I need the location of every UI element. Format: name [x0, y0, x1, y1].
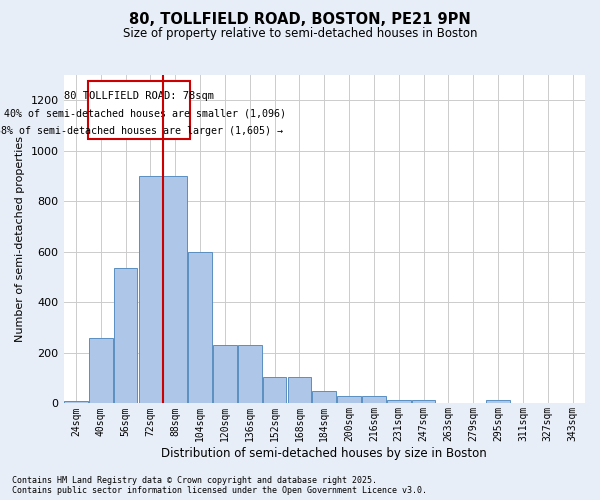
FancyBboxPatch shape: [88, 82, 190, 140]
Text: Contains HM Land Registry data © Crown copyright and database right 2025.: Contains HM Land Registry data © Crown c…: [12, 476, 377, 485]
X-axis label: Distribution of semi-detached houses by size in Boston: Distribution of semi-detached houses by …: [161, 447, 487, 460]
Text: 80, TOLLFIELD ROAD, BOSTON, PE21 9PN: 80, TOLLFIELD ROAD, BOSTON, PE21 9PN: [129, 12, 471, 28]
Bar: [89, 338, 113, 404]
Bar: [362, 396, 386, 404]
Bar: [114, 268, 137, 404]
Bar: [412, 400, 436, 404]
Text: 80 TOLLFIELD ROAD: 78sqm: 80 TOLLFIELD ROAD: 78sqm: [64, 91, 214, 101]
Bar: [139, 176, 162, 404]
Bar: [263, 377, 286, 404]
Text: Size of property relative to semi-detached houses in Boston: Size of property relative to semi-detach…: [123, 28, 477, 40]
Bar: [287, 377, 311, 404]
Bar: [238, 346, 262, 404]
Text: ← 40% of semi-detached houses are smaller (1,096): ← 40% of semi-detached houses are smalle…: [0, 108, 286, 118]
Bar: [163, 176, 187, 404]
Y-axis label: Number of semi-detached properties: Number of semi-detached properties: [15, 136, 25, 342]
Bar: [337, 396, 361, 404]
Bar: [486, 400, 510, 404]
Bar: [313, 391, 336, 404]
Text: Contains public sector information licensed under the Open Government Licence v3: Contains public sector information licen…: [12, 486, 427, 495]
Bar: [213, 346, 237, 404]
Bar: [387, 400, 410, 404]
Bar: [64, 401, 88, 404]
Bar: [188, 252, 212, 404]
Text: 58% of semi-detached houses are larger (1,605) →: 58% of semi-detached houses are larger (…: [0, 126, 283, 136]
